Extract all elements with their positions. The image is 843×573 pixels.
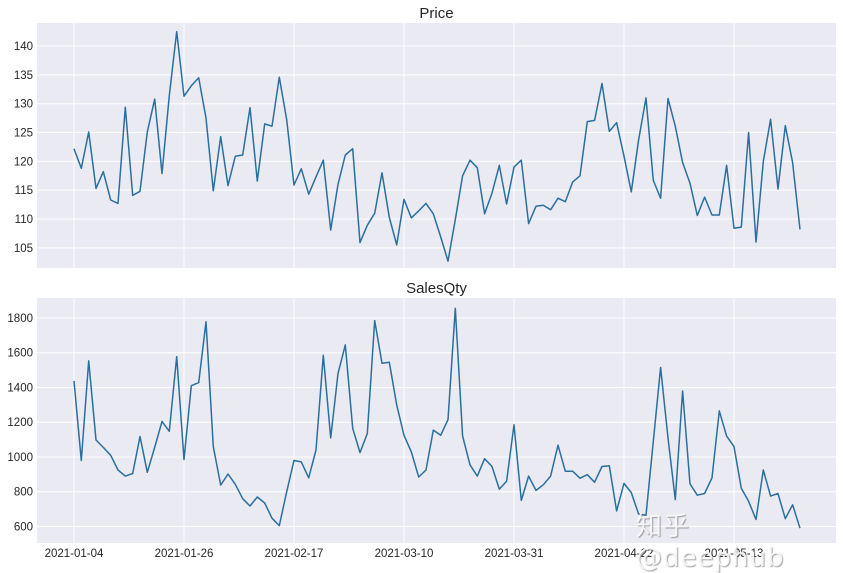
y-tick-label: 1600 xyxy=(7,348,33,360)
price-chart: 105 110 115 120 125 130 135 140 Price xyxy=(14,5,836,268)
salesqty-x-gridlines xyxy=(73,298,735,543)
date-x-tick-labels: 2021-01-04 2021-01-26 2021-02-17 2021-03-10… xyxy=(45,548,764,560)
x-tick-label: 2021-03-10 xyxy=(375,548,434,560)
price-plot-area xyxy=(37,23,836,268)
price-line xyxy=(73,30,801,262)
y-tick-label: 600 xyxy=(14,521,33,533)
y-tick-label: 105 xyxy=(14,243,33,255)
x-tick-label: 2021-01-26 xyxy=(155,548,214,560)
y-tick-label: 1200 xyxy=(7,417,33,429)
y-tick-label: 1000 xyxy=(7,452,33,464)
x-tick-label: 2021-02-17 xyxy=(265,548,324,560)
salesqty-plot-area xyxy=(37,298,836,543)
salesqty-y-tick-labels: 600 800 1000 1200 1400 1600 1800 xyxy=(7,313,33,534)
x-tick-label: 2021-05-13 xyxy=(705,548,764,560)
x-tick-label: 2021-04-22 xyxy=(595,548,654,560)
y-tick-label: 120 xyxy=(14,156,33,168)
y-tick-label: 1400 xyxy=(7,382,33,394)
y-tick-label: 125 xyxy=(14,128,33,140)
x-tick-label: 2021-03-31 xyxy=(485,548,544,560)
price-x-gridlines xyxy=(73,23,735,268)
salesqty-line xyxy=(73,307,801,529)
price-y-tick-labels: 105 110 115 120 125 130 135 140 xyxy=(14,41,33,255)
salesqty-y-gridlines xyxy=(37,317,836,527)
price-y-gridlines xyxy=(37,45,836,249)
y-tick-label: 1800 xyxy=(7,313,33,325)
x-tick-label: 2021-01-04 xyxy=(45,548,104,560)
salesqty-chart-title: SalesQty xyxy=(406,280,467,297)
y-tick-label: 115 xyxy=(15,185,33,197)
y-tick-label: 130 xyxy=(14,99,33,111)
y-tick-label: 800 xyxy=(14,487,33,499)
price-chart-title: Price xyxy=(419,5,453,22)
y-tick-label: 135 xyxy=(14,70,33,82)
y-tick-label: 110 xyxy=(15,214,33,226)
y-tick-label: 140 xyxy=(14,41,33,53)
